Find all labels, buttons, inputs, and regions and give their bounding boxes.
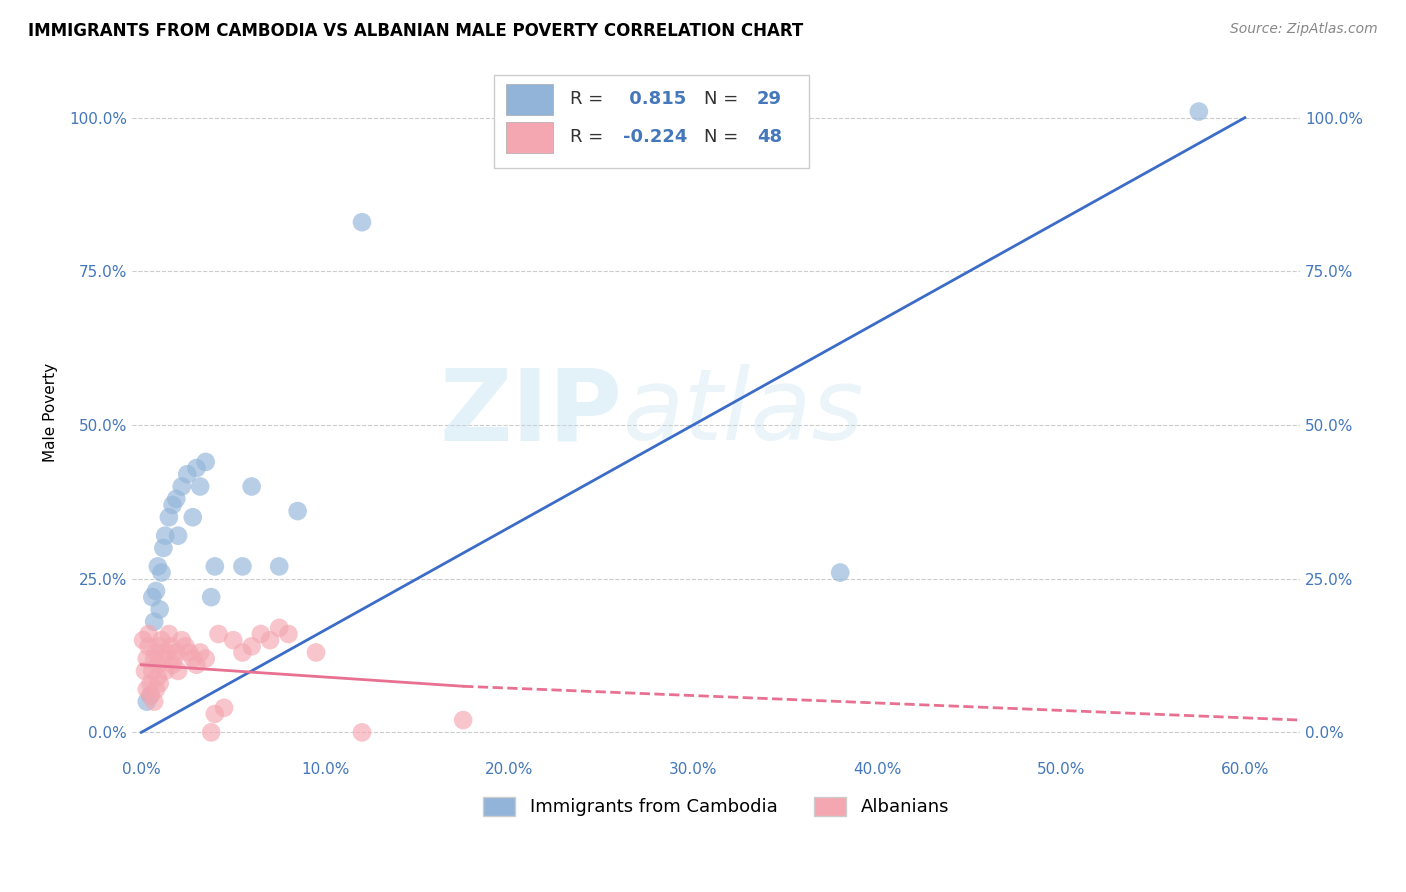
- Point: [222, 633, 245, 648]
- FancyBboxPatch shape: [506, 84, 553, 115]
- Point: [165, 645, 187, 659]
- Point: [240, 479, 263, 493]
- Point: [132, 633, 155, 648]
- Text: 0.815: 0.815: [623, 90, 686, 109]
- Point: [143, 695, 166, 709]
- Point: [149, 602, 172, 616]
- Point: [269, 621, 291, 635]
- Point: [188, 479, 211, 493]
- Point: [451, 713, 474, 727]
- Point: [150, 633, 173, 648]
- Point: [146, 657, 169, 672]
- Point: [150, 566, 173, 580]
- Point: [163, 651, 186, 665]
- Point: [143, 651, 166, 665]
- Point: [194, 651, 217, 665]
- Point: [186, 461, 208, 475]
- Text: N =: N =: [704, 90, 744, 109]
- Point: [830, 566, 852, 580]
- Point: [186, 657, 208, 672]
- Point: [145, 584, 167, 599]
- Point: [162, 657, 184, 672]
- Point: [138, 640, 160, 654]
- Text: R =: R =: [569, 128, 609, 146]
- Point: [188, 645, 211, 659]
- Point: [212, 700, 235, 714]
- Point: [176, 467, 198, 482]
- Point: [200, 725, 222, 739]
- Point: [138, 627, 160, 641]
- Point: [200, 590, 222, 604]
- Point: [231, 645, 253, 659]
- Point: [204, 706, 226, 721]
- Point: [135, 695, 157, 709]
- Point: [179, 645, 201, 659]
- Text: ZIP: ZIP: [440, 364, 623, 461]
- Point: [231, 559, 253, 574]
- Point: [135, 682, 157, 697]
- Point: [170, 633, 193, 648]
- Point: [240, 640, 263, 654]
- Point: [149, 640, 172, 654]
- FancyBboxPatch shape: [494, 76, 810, 169]
- Point: [174, 640, 197, 654]
- Point: [145, 682, 167, 697]
- Text: Source: ZipAtlas.com: Source: ZipAtlas.com: [1230, 22, 1378, 37]
- Point: [277, 627, 299, 641]
- Point: [165, 491, 187, 506]
- Point: [194, 455, 217, 469]
- Point: [156, 645, 179, 659]
- Point: [170, 479, 193, 493]
- Point: [141, 590, 163, 604]
- Legend: Immigrants from Cambodia, Albanians: Immigrants from Cambodia, Albanians: [475, 789, 956, 823]
- Point: [287, 504, 309, 518]
- Point: [181, 510, 204, 524]
- Point: [141, 664, 163, 678]
- Text: -0.224: -0.224: [623, 128, 688, 146]
- Point: [159, 640, 181, 654]
- Point: [207, 627, 229, 641]
- Point: [135, 651, 157, 665]
- Point: [143, 615, 166, 629]
- Point: [157, 510, 180, 524]
- FancyBboxPatch shape: [506, 122, 553, 153]
- Point: [250, 627, 273, 641]
- Text: N =: N =: [704, 128, 744, 146]
- Point: [204, 559, 226, 574]
- Point: [153, 529, 176, 543]
- Point: [350, 725, 373, 739]
- Point: [1188, 104, 1211, 119]
- Text: atlas: atlas: [623, 364, 865, 461]
- Point: [259, 633, 281, 648]
- Point: [146, 559, 169, 574]
- Text: 29: 29: [756, 90, 782, 109]
- Point: [305, 645, 328, 659]
- Point: [162, 498, 184, 512]
- Point: [146, 670, 169, 684]
- Text: 48: 48: [756, 128, 782, 146]
- Point: [139, 689, 162, 703]
- Point: [153, 664, 176, 678]
- Text: R =: R =: [569, 90, 609, 109]
- Point: [149, 676, 172, 690]
- Text: IMMIGRANTS FROM CAMBODIA VS ALBANIAN MALE POVERTY CORRELATION CHART: IMMIGRANTS FROM CAMBODIA VS ALBANIAN MAL…: [28, 22, 803, 40]
- Point: [167, 664, 190, 678]
- Y-axis label: Male Poverty: Male Poverty: [44, 363, 58, 462]
- Point: [152, 651, 174, 665]
- Point: [157, 627, 180, 641]
- Point: [350, 215, 373, 229]
- Point: [167, 529, 190, 543]
- Point: [269, 559, 291, 574]
- Point: [145, 645, 167, 659]
- Point: [181, 651, 204, 665]
- Point: [139, 689, 162, 703]
- Point: [152, 541, 174, 555]
- Point: [134, 664, 156, 678]
- Point: [139, 676, 162, 690]
